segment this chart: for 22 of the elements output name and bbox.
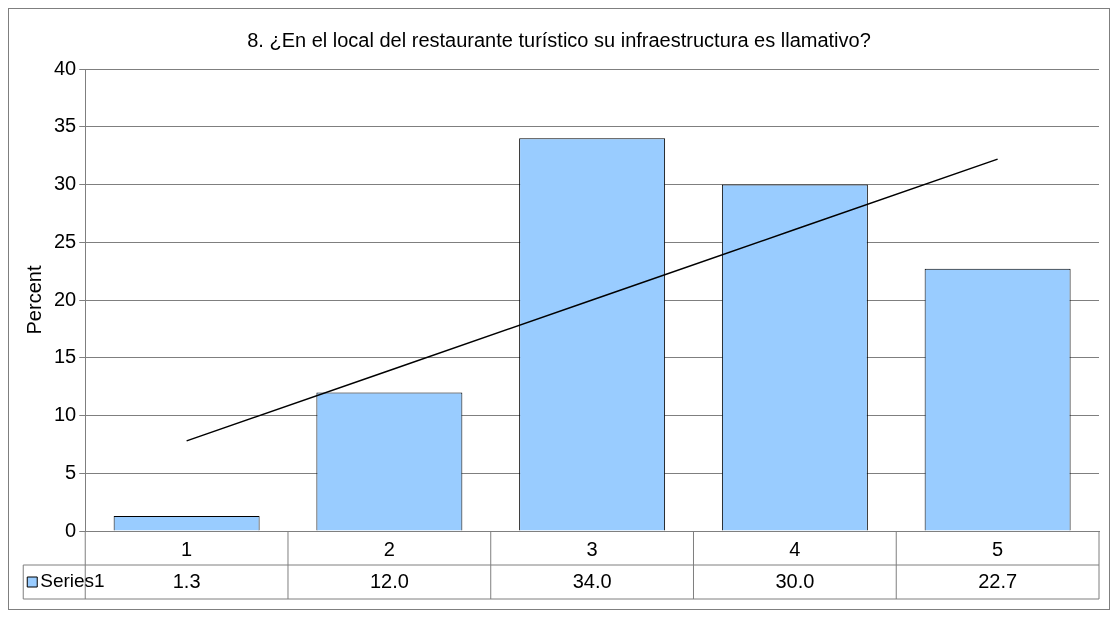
data-label: 1.3 bbox=[172, 569, 201, 592]
y-tick-label: 25 bbox=[54, 229, 77, 252]
x-tick-label: 2 bbox=[383, 537, 395, 560]
x-tick-label: 5 bbox=[992, 537, 1004, 560]
x-tick-label: 4 bbox=[789, 537, 801, 560]
y-axis-title: Percent bbox=[22, 265, 45, 335]
y-tick-label: 10 bbox=[54, 403, 77, 426]
data-label: 34.0 bbox=[572, 569, 612, 592]
chart-title: 8. ¿En el local del restaurante turístico su infraestructura es llamativo? bbox=[247, 28, 871, 51]
y-tick-label: 20 bbox=[54, 287, 77, 310]
x-tick-label: 1 bbox=[181, 537, 193, 560]
data-label: 30.0 bbox=[775, 569, 815, 592]
y-tick-label: 15 bbox=[54, 345, 77, 368]
legend-label: Series1 bbox=[40, 570, 105, 592]
y-tick-label: 35 bbox=[54, 114, 77, 137]
y-tick-label: 30 bbox=[54, 172, 77, 195]
data-label: 12.0 bbox=[369, 569, 409, 592]
data-label: 22.7 bbox=[978, 569, 1018, 592]
y-tick-label: 5 bbox=[65, 460, 77, 483]
x-tick-label: 3 bbox=[586, 537, 598, 560]
y-tick-label: 0 bbox=[65, 518, 77, 541]
y-tick-label: 40 bbox=[54, 56, 77, 79]
